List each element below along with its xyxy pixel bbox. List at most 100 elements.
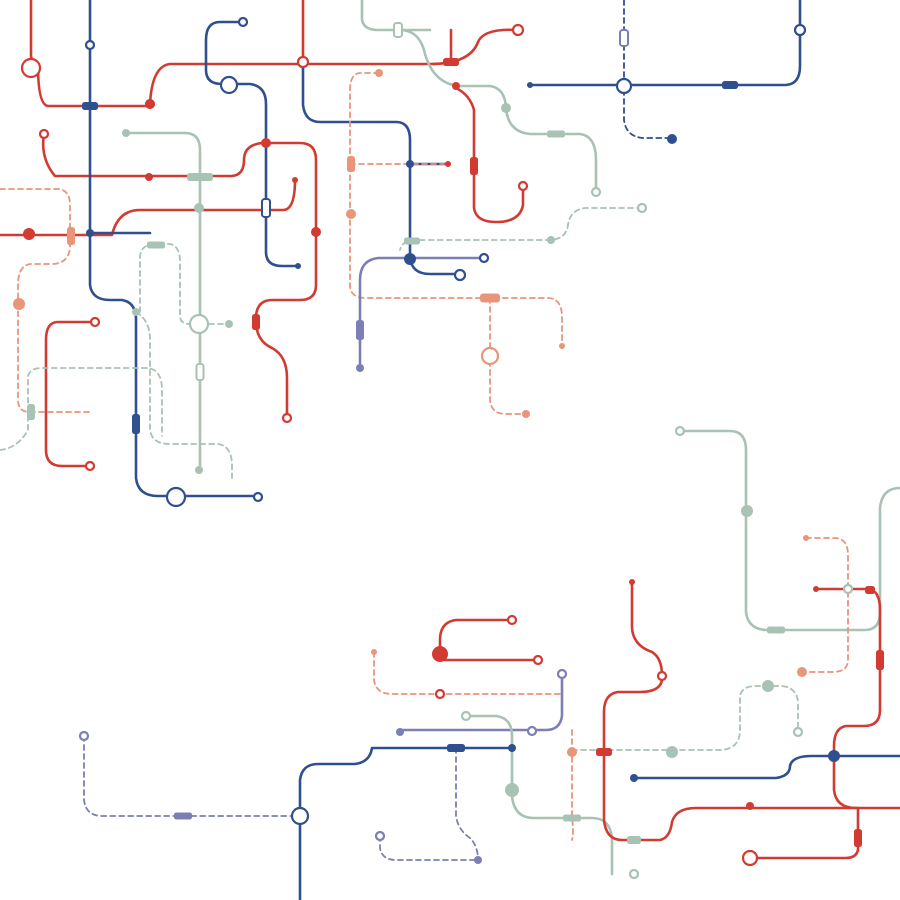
- lavender-node: [474, 856, 482, 864]
- sage-terminal-ring: [188, 313, 210, 335]
- components: [13, 16, 884, 880]
- lavender-node: [356, 364, 364, 372]
- red-terminal-ring: [511, 23, 525, 37]
- lavender-trace: [398, 672, 564, 732]
- sage-node: [666, 746, 678, 758]
- blue-trace: [301, 60, 462, 276]
- sage-component: [195, 363, 205, 381]
- red-node: [292, 177, 298, 183]
- red-node: [432, 646, 448, 662]
- top-left-cluster: [0, 0, 802, 498]
- salmon-component: [67, 227, 75, 245]
- blue-trace: [298, 746, 514, 900]
- bottom-cluster: [83, 618, 900, 900]
- red-trace: [44, 320, 97, 468]
- lavender-terminal-ring: [374, 830, 386, 842]
- lavender-component: [619, 29, 629, 47]
- red-node: [261, 138, 271, 148]
- salmon-node: [559, 343, 565, 349]
- blue-trace: [88, 0, 260, 498]
- sage-terminal-ring: [636, 202, 648, 214]
- salmon-node: [346, 209, 356, 219]
- sage-trace dashed: [399, 207, 643, 251]
- lavender-terminal-ring: [556, 668, 568, 680]
- red-trace: [438, 618, 540, 662]
- red-node: [23, 228, 35, 240]
- lavender-terminal-ring: [78, 730, 90, 742]
- salmon-node: [803, 535, 809, 541]
- sage-trace dashed: [571, 685, 799, 751]
- sage-node: [547, 236, 555, 244]
- sage-component: [27, 404, 35, 420]
- blue-component: [447, 744, 465, 752]
- sage-node: [225, 320, 233, 328]
- sage-component: [147, 241, 165, 249]
- blue-terminal-ring: [252, 491, 264, 503]
- lavender-node: [396, 728, 404, 736]
- blue-node: [630, 774, 638, 782]
- salmon-node: [567, 747, 577, 757]
- salmon-node: [371, 649, 377, 655]
- blue-terminal-ring: [219, 75, 239, 95]
- blue-component: [261, 198, 271, 218]
- red-node: [746, 802, 754, 810]
- sage-component: [393, 22, 403, 38]
- red-component: [443, 58, 459, 66]
- salmon-node: [13, 298, 25, 310]
- sage-node: [132, 308, 140, 316]
- sage-terminal-ring: [628, 868, 640, 880]
- red-terminal-ring: [656, 670, 668, 682]
- red-terminal-ring: [84, 460, 96, 472]
- sage-node: [762, 680, 774, 692]
- red-trace: [0, 178, 297, 237]
- sage-component: [547, 130, 565, 138]
- red-component: [876, 650, 884, 670]
- salmon-component: [480, 293, 500, 303]
- sage-component: [187, 173, 213, 181]
- lavender-component: [174, 812, 192, 820]
- sage-node: [195, 466, 203, 474]
- red-trace: [254, 230, 318, 420]
- blue-node: [667, 134, 677, 144]
- lavender-traces-top-left: [358, 256, 486, 370]
- blue-node: [527, 82, 533, 88]
- salmon-node: [522, 410, 530, 418]
- blue-trace: [528, 0, 802, 87]
- sage-terminal-ring: [842, 583, 854, 595]
- red-node: [311, 227, 321, 237]
- red-node: [145, 173, 153, 181]
- salmon-trace dashed: [801, 537, 849, 673]
- red-trace: [602, 674, 860, 860]
- salmon-trace dashed: [571, 729, 574, 841]
- red-trace: [454, 86, 525, 224]
- sage-trace: [360, 0, 432, 32]
- blue-node: [406, 160, 414, 168]
- red-trace: [814, 587, 900, 810]
- red-terminal-ring: [38, 128, 50, 140]
- salmon-trace dashed: [489, 297, 527, 415]
- red-component: [252, 314, 260, 330]
- sage-component: [563, 814, 581, 822]
- blue-node: [508, 744, 516, 752]
- red-terminal-ring: [532, 654, 544, 666]
- red-terminal-ring: [281, 412, 293, 424]
- salmon-terminal-ring: [480, 346, 500, 366]
- salmon-traces-top-left: [0, 72, 563, 415]
- sage-trace: [678, 429, 900, 632]
- blue-node: [86, 229, 94, 237]
- lavender-trace dashed: [83, 735, 301, 817]
- blue-trace dashed: [623, 0, 673, 139]
- sage-node: [194, 203, 204, 213]
- sage-terminal-ring: [590, 186, 602, 198]
- red-node: [145, 99, 155, 109]
- salmon-trace dashed: [373, 651, 561, 695]
- sage-component: [404, 237, 420, 245]
- blue-component: [722, 81, 738, 89]
- blue-terminal-ring: [290, 806, 310, 826]
- sage-component: [627, 836, 641, 844]
- sage-trace: [124, 131, 202, 472]
- red-traces-top-left: [0, 0, 525, 468]
- red-component: [854, 829, 862, 847]
- blue-node: [828, 750, 840, 762]
- lavender-trace dashed: [379, 835, 479, 861]
